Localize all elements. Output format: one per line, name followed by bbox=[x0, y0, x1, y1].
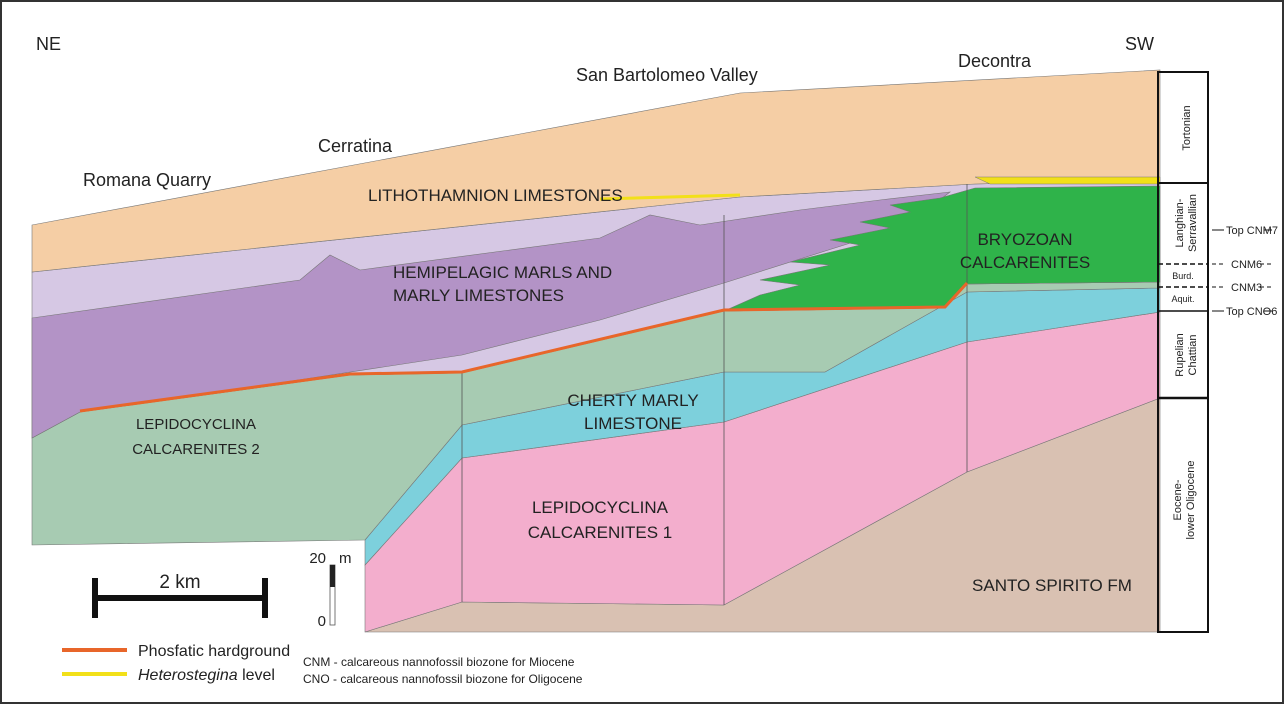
unit: LEPIDOCYCLINA bbox=[532, 498, 669, 517]
stage: Chattian bbox=[1187, 335, 1199, 376]
unit: HEMIPELAGIC MARLS AND bbox=[393, 263, 612, 282]
biozone: CNM3 bbox=[1231, 282, 1262, 294]
note: CNM - calcareous nannofossil biozone for… bbox=[303, 655, 575, 669]
biozone: Top CNM7 bbox=[1226, 225, 1278, 237]
locality: San Bartolomeo Valley bbox=[576, 65, 758, 85]
stage: Aquit. bbox=[1171, 294, 1194, 304]
unit: CALCARENITES 1 bbox=[528, 523, 673, 542]
stage: Eocene- bbox=[1172, 479, 1184, 520]
note: CNO - calcareous nannofossil biozone for… bbox=[303, 672, 583, 686]
unit: CALCARENITES bbox=[960, 253, 1090, 272]
biozone: CNM6 bbox=[1231, 259, 1262, 271]
cross-section: Tortonian Langhian- Serravallian Burd. A… bbox=[0, 0, 1284, 704]
legend-label: Phosfatic hardground bbox=[138, 643, 290, 660]
legend-label: Heterostegina level bbox=[138, 667, 275, 684]
orientation: SW bbox=[1125, 34, 1154, 54]
legend-label-italic: Heterostegina bbox=[138, 667, 238, 684]
unit: LIMESTONE bbox=[584, 414, 682, 433]
unit: LITHOTHAMNION LIMESTONES bbox=[368, 186, 623, 205]
locality: Cerratina bbox=[318, 136, 393, 156]
stage: lower Oligocene bbox=[1185, 461, 1197, 540]
stage: Rupelian bbox=[1174, 333, 1186, 376]
locality: Decontra bbox=[958, 51, 1032, 71]
locality: Romana Quarry bbox=[83, 170, 211, 190]
unit: CALCARENITES 2 bbox=[132, 441, 260, 458]
scale-label: 0 bbox=[318, 613, 326, 630]
stage: Burd. bbox=[1172, 271, 1194, 281]
vertical-scale-segment bbox=[330, 565, 335, 587]
scale-label: m bbox=[339, 550, 352, 567]
unit: BRYOZOAN bbox=[977, 230, 1072, 249]
legend-label-rest: level bbox=[238, 667, 275, 684]
unit: SANTO SPIRITO FM bbox=[972, 576, 1132, 595]
unit: MARLY LIMESTONES bbox=[393, 286, 564, 305]
stage: Serravallian bbox=[1187, 194, 1199, 252]
stage: Langhian- bbox=[1174, 198, 1186, 247]
stage: Tortonian bbox=[1181, 105, 1193, 150]
biozone: Top CNO6 bbox=[1226, 306, 1277, 318]
scale-label: 20 bbox=[309, 550, 326, 567]
unit: CHERTY MARLY bbox=[567, 391, 698, 410]
orientation: NE bbox=[36, 34, 61, 54]
unit: LEPIDOCYCLINA bbox=[136, 416, 256, 433]
scale-label: 2 km bbox=[159, 572, 200, 593]
heterostegina-wedge bbox=[975, 177, 1160, 184]
